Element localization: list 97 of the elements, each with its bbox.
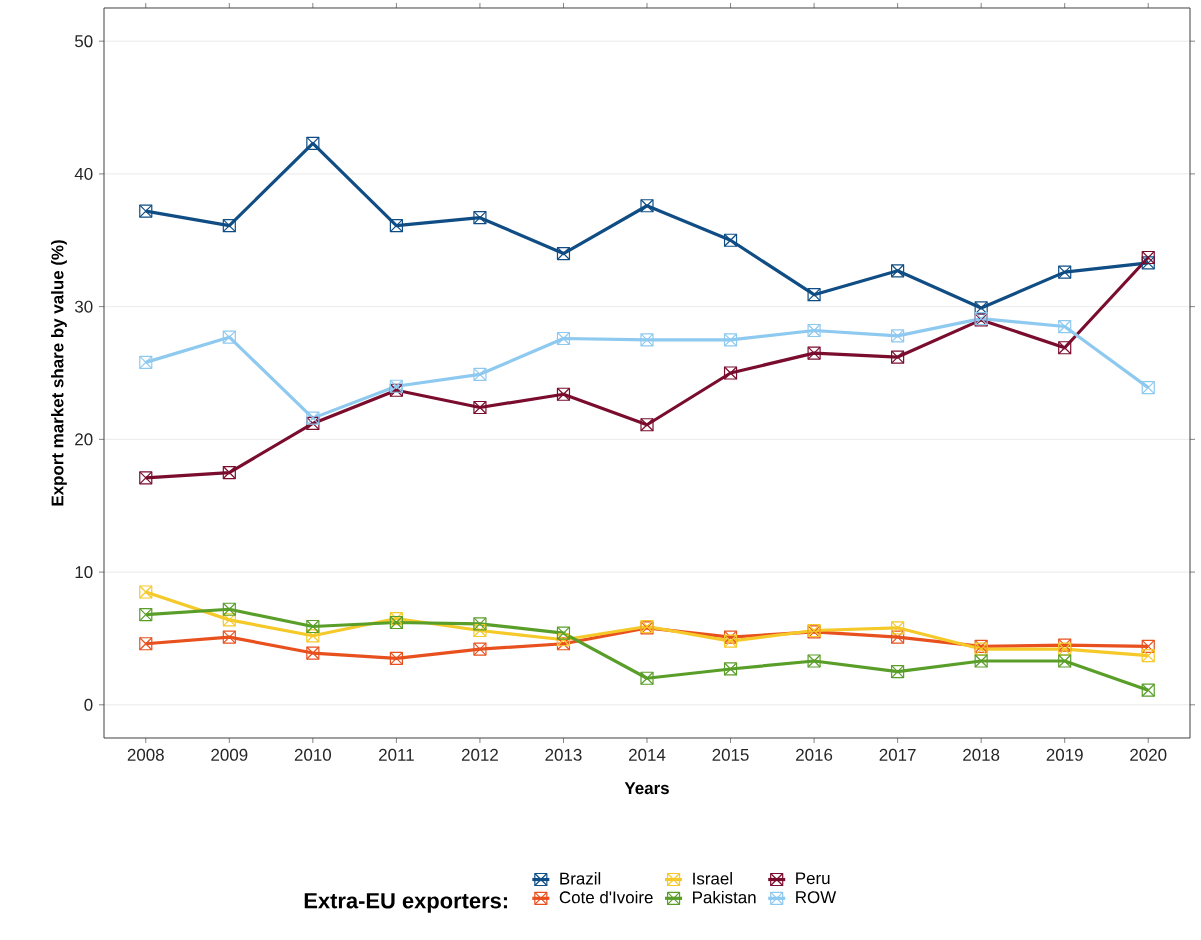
point (1141, 683, 1155, 697)
point (1058, 638, 1072, 652)
point (473, 400, 487, 415)
point (473, 367, 487, 381)
x-tick-label: 2014 (629, 748, 666, 761)
point (891, 621, 905, 635)
x-tick-label: 2020 (1130, 748, 1167, 761)
point (556, 633, 571, 647)
point (306, 619, 320, 634)
point (556, 331, 571, 346)
point (1058, 265, 1072, 279)
point (389, 615, 403, 630)
point (723, 333, 738, 347)
point (640, 418, 654, 432)
point (1058, 341, 1072, 355)
point (306, 416, 320, 431)
point (389, 379, 403, 393)
x-tick-label: 2016 (796, 748, 833, 761)
legend-label: ROW (796, 891, 837, 904)
point (139, 355, 153, 369)
point (640, 671, 654, 685)
point (1141, 649, 1155, 663)
point (891, 350, 905, 364)
point (306, 411, 320, 425)
point (556, 246, 571, 261)
y-tick-label: 40 (74, 167, 93, 180)
point (1058, 642, 1072, 656)
point (473, 642, 487, 656)
point (139, 204, 153, 218)
point (723, 662, 738, 676)
point (222, 330, 236, 344)
point (222, 219, 236, 233)
legend-label: Israel (693, 872, 732, 885)
legend-label: Pakistan (693, 890, 756, 904)
point (306, 646, 320, 660)
point (222, 465, 236, 480)
point (139, 471, 153, 485)
legend-title: Extra-EU exporters: (304, 893, 507, 913)
point (1141, 380, 1155, 395)
y-tick-label: 10 (75, 566, 93, 579)
legend-label: Brazil (560, 872, 601, 885)
point (723, 233, 738, 247)
x-tick-label: 2017 (879, 748, 916, 761)
point (1141, 256, 1155, 270)
y-tick-label: 30 (74, 300, 93, 313)
point (891, 264, 905, 278)
x-tick-label: 2018 (963, 748, 1000, 761)
point (389, 611, 403, 626)
x-tick-label: 2010 (294, 748, 332, 761)
point (556, 626, 571, 640)
point (640, 199, 654, 213)
point (306, 629, 320, 643)
point (1141, 250, 1155, 265)
y-tick-label: 20 (75, 433, 93, 446)
x-tick-label: 2013 (545, 748, 582, 761)
point (473, 623, 487, 638)
y-axis-title: Export market share by value (%) (51, 240, 67, 506)
point (891, 329, 905, 343)
point (807, 346, 821, 360)
point (807, 288, 821, 302)
point (222, 613, 236, 627)
point (807, 654, 821, 668)
point (723, 366, 738, 380)
x-tick-label: 2015 (712, 748, 749, 761)
point (139, 585, 153, 599)
point (807, 323, 821, 338)
point (389, 651, 403, 665)
x-tick-label: 2012 (461, 748, 498, 761)
point (974, 301, 988, 315)
point (640, 333, 654, 347)
point (139, 637, 153, 651)
point (139, 607, 153, 622)
point (891, 665, 905, 679)
point (1141, 639, 1155, 654)
point (473, 211, 487, 225)
x-tick-label: 2008 (127, 748, 164, 761)
y-tick-label: 0 (84, 698, 93, 711)
point (306, 136, 320, 150)
x-tick-label: 2019 (1046, 748, 1083, 761)
y-tick-label: 50 (75, 35, 93, 48)
x-axis-title: Years (624, 782, 669, 795)
point (389, 383, 403, 397)
point (473, 617, 487, 631)
point (1058, 654, 1072, 668)
legend-label: Peru (796, 872, 830, 885)
point (974, 654, 988, 668)
legend-label: Cote d'Ivoire (559, 890, 653, 904)
x-tick-label: 2011 (379, 748, 414, 761)
point (389, 219, 403, 233)
point (222, 602, 236, 616)
point (723, 634, 738, 648)
point (556, 387, 571, 401)
x-tick-label: 2009 (211, 748, 248, 761)
point (723, 630, 738, 644)
point (1058, 319, 1072, 334)
point (891, 630, 905, 644)
point (222, 630, 236, 644)
